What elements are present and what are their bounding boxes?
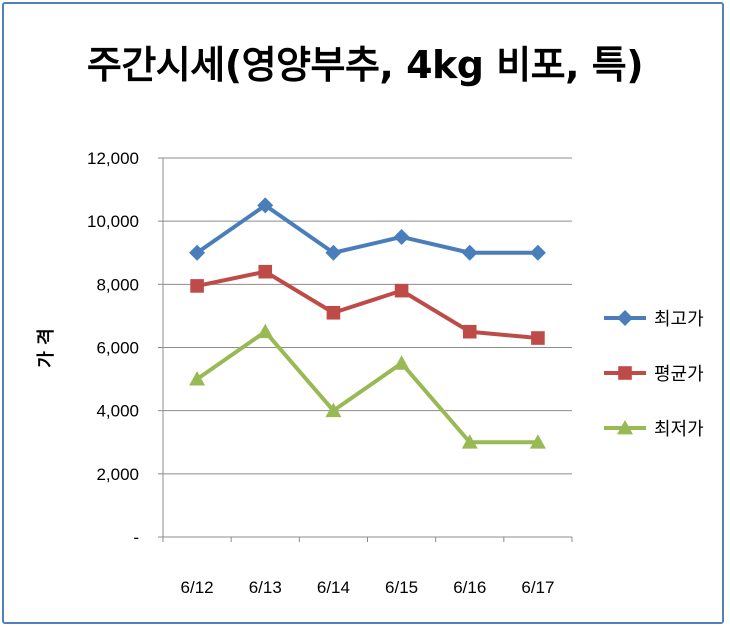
chart-frame [2,2,724,624]
y-tick-label: 6,000 [96,339,139,358]
data-point [461,434,478,449]
data-point [394,283,409,298]
chart-title: 주간시세(영양부추, 4kg 비포, 특) [86,43,644,87]
legend-label: 최저가 [654,419,704,440]
data-point [257,323,274,339]
data-point [326,305,341,320]
y-tick-label: 2,000 [96,465,139,484]
series-line-2 [196,269,539,341]
legend-label: 최고가 [654,309,704,330]
y-tick-labels: - 2,000 4,000 6,000 8,000 10,000 12,000 [87,149,139,547]
data-point [189,244,206,261]
series-group [189,197,546,449]
data-point [257,197,274,214]
data-point [325,244,342,261]
legend-label: 평균가 [654,364,704,385]
legend-marker [618,366,632,380]
y-tick-label: 12,000 [87,149,139,168]
data-point [258,264,273,279]
data-point [462,324,477,339]
data-point [531,331,545,345]
axes [158,157,573,542]
y-tick-label: 8,000 [96,275,139,294]
data-point [190,279,204,293]
series-line-1 [195,203,538,255]
grid-lines [163,157,572,475]
x-tick-label: 6/12 [181,578,214,597]
y-tick-label: - [133,528,139,547]
x-tick-label: 6/13 [249,578,282,597]
x-tick-label: 6/14 [317,578,350,597]
data-point [393,355,410,370]
x-tick-label: 6/17 [521,578,554,597]
legend-marker [617,420,633,435]
data-point [461,244,478,261]
legend-marker [617,310,633,326]
y-tick-label: 4,000 [96,402,139,421]
data-point [529,244,546,261]
series-line-3 [195,329,538,445]
x-tick-label: 6/15 [385,578,418,597]
y-tick-label: 10,000 [87,212,139,231]
data-point [393,228,410,245]
x-tick-labels: 6/12 6/13 6/14 6/15 6/16 6/17 [181,578,555,597]
data-point [325,402,342,418]
x-tick-label: 6/16 [453,578,486,597]
data-point [189,371,206,386]
y-axis-label: 가 격 [36,328,57,367]
data-point [529,434,546,449]
